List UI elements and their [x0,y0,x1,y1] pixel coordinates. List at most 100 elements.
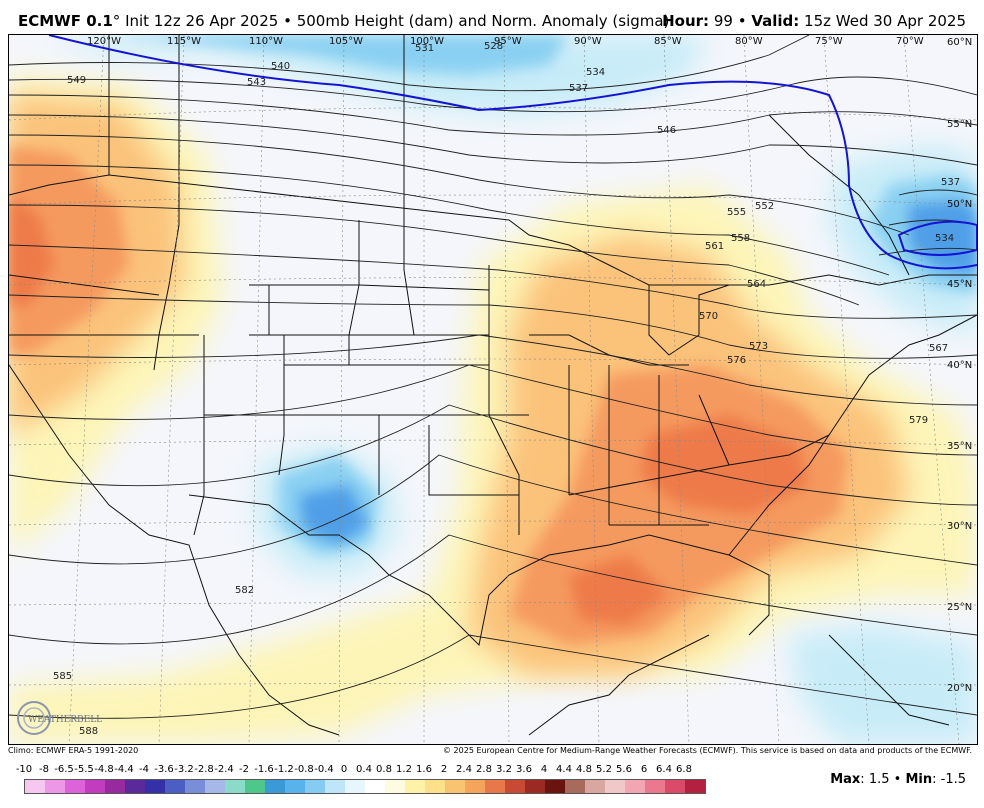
contour-label: 534 [935,233,954,244]
colorbar-swatch [105,780,125,793]
map-title: ECMWF 0.1° Init 12z 26 Apr 2025 • 500mb … [18,12,669,30]
climo-note: Climo: ECMWF ERA-5 1991-2020 [8,746,139,755]
latitude-label: 50°N [947,199,972,210]
colorbar-swatch [365,780,385,793]
colorbar-tick-label: -2 [239,764,249,775]
hour-value: 99 [713,12,733,30]
colorbar-tick-label: -2.8 [194,764,214,775]
contour-label: 579 [909,415,928,426]
longitude-label: 110°W [249,36,283,47]
latitude-label: 35°N [947,441,972,452]
longitude-label: 100°W [410,36,444,47]
colorbar-tick-label: 6.4 [656,764,672,775]
contour-label: 543 [247,77,266,88]
colorbar-swatch [45,780,65,793]
model-name: ECMWF 0.1 [18,12,113,30]
colorbar-tick-label: 0.8 [376,764,392,775]
colorbar-tick-label: 4.8 [576,764,592,775]
colorbar-tick-label: -1.6 [254,764,274,775]
longitude-label: 80°W [735,36,763,47]
longitude-labels: 120°W 115°W 110°W 105°W 100°W 95°W 90°W … [87,36,924,47]
colorbar-legend: -10 -8 -6.5 -5.5 -4.8 -4.4 -4 -3.6 -3.2 -2.8 -2.4-… [10,764,710,798]
colorbar-swatch [665,780,685,793]
valid-separator: • [737,12,747,30]
contour-label: 546 [657,125,676,136]
colorbar-tick-label: 2 [440,764,448,775]
colorbar-tick-label: -3.2 [174,764,194,775]
colorbar-tick-label: 1.6 [416,764,432,775]
colorbar-swatch [325,780,345,793]
colorbar-swatch [85,780,105,793]
political-borders [9,35,977,736]
colorbar-swatch [165,780,185,793]
colorbar-swatch [425,780,445,793]
contour-label: 576 [727,355,746,366]
degree-symbol: ° [112,12,121,30]
colorbar-swatch [345,780,365,793]
colorbar-swatch [445,780,465,793]
contour-label: 552 [755,201,774,212]
copyright-note: © 2025 European Centre for Medium-Range … [443,746,972,755]
colorbar-tick-label: 2.8 [476,764,492,775]
colorbar-swatch [265,780,285,793]
contour-label: 570 [699,311,718,322]
max-value: 1.5 [868,772,890,787]
colorbar-swatch [385,780,405,793]
colorbar-tick-label: 3.6 [516,764,532,775]
colorbar-tick-label: -5.5 [74,764,94,775]
latitude-label: 20°N [947,683,972,694]
colorbar-swatch [645,780,665,793]
colorbar-tick-label: -8 [39,764,49,775]
colorbar-tick-label: 4 [540,764,548,775]
colorbar-swatch [545,780,565,793]
colorbar-swatch [245,780,265,793]
colorbar-swatch [565,780,585,793]
valid-info: Hour: 99 • Valid: 15z Wed 30 Apr 2025 [662,12,966,30]
valid-value: 15z Wed 30 Apr 2025 [804,12,966,30]
contour-label: 567 [929,343,948,354]
colorbar-tick-label: -0.4 [314,764,334,775]
colorbar-swatch [525,780,545,793]
contour-label: 573 [749,341,768,352]
colorbar-swatch [65,780,85,793]
min-value: -1.5 [940,772,966,787]
longitude-label: 85°W [654,36,682,47]
colorbar-swatch [285,780,305,793]
latitude-label: 30°N [947,521,972,532]
longitude-label: 120°W [87,36,121,47]
latitude-label: 60°N [947,37,972,48]
contour-label: 534 [586,67,605,78]
colorbar-swatch [625,780,645,793]
colorbar-swatch [405,780,425,793]
hour-label: Hour: [662,12,710,30]
colorbar-tick-label: -1.2 [274,764,294,775]
colorbar-tick-label: -3.6 [154,764,174,775]
height-contours [9,35,977,719]
weatherbell-logo: WEATHERBELL [17,701,102,735]
contour-label: 558 [731,233,750,244]
colorbar-swatch [225,780,245,793]
lat-lon-grid [9,35,977,744]
contour-label: 588 [79,726,98,737]
contour-label: 528 [484,41,503,52]
longitude-label: 75°W [815,36,843,47]
latitude-labels: 60°N 55°N 50°N 45°N 40°N 35°N 30°N 25°N … [947,37,972,694]
product-name: 500mb Height (dam) and Norm. Anomaly (si… [296,12,670,30]
colorbar-swatch [685,780,705,793]
contour-label: 582 [235,585,254,596]
colorbar-tick-label: 2.4 [456,764,472,775]
colorbar-swatch [605,780,625,793]
contour-label: 561 [705,241,724,252]
min-label: Min [905,772,933,787]
dam-540-contour [48,35,977,270]
contour-label: 531 [415,43,434,54]
colorbar-tick-label: -6.5 [54,764,74,775]
colorbar-swatch [125,780,145,793]
colorbar-swatch [185,780,205,793]
colorbar-tick-label: -10 [15,764,33,775]
longitude-label: 105°W [329,36,363,47]
colorbar-tick-label: -0.8 [294,764,314,775]
longitude-label: 115°W [167,36,201,47]
colorbar-swatch [465,780,485,793]
colorbar-tick-label: 6 [640,764,648,775]
